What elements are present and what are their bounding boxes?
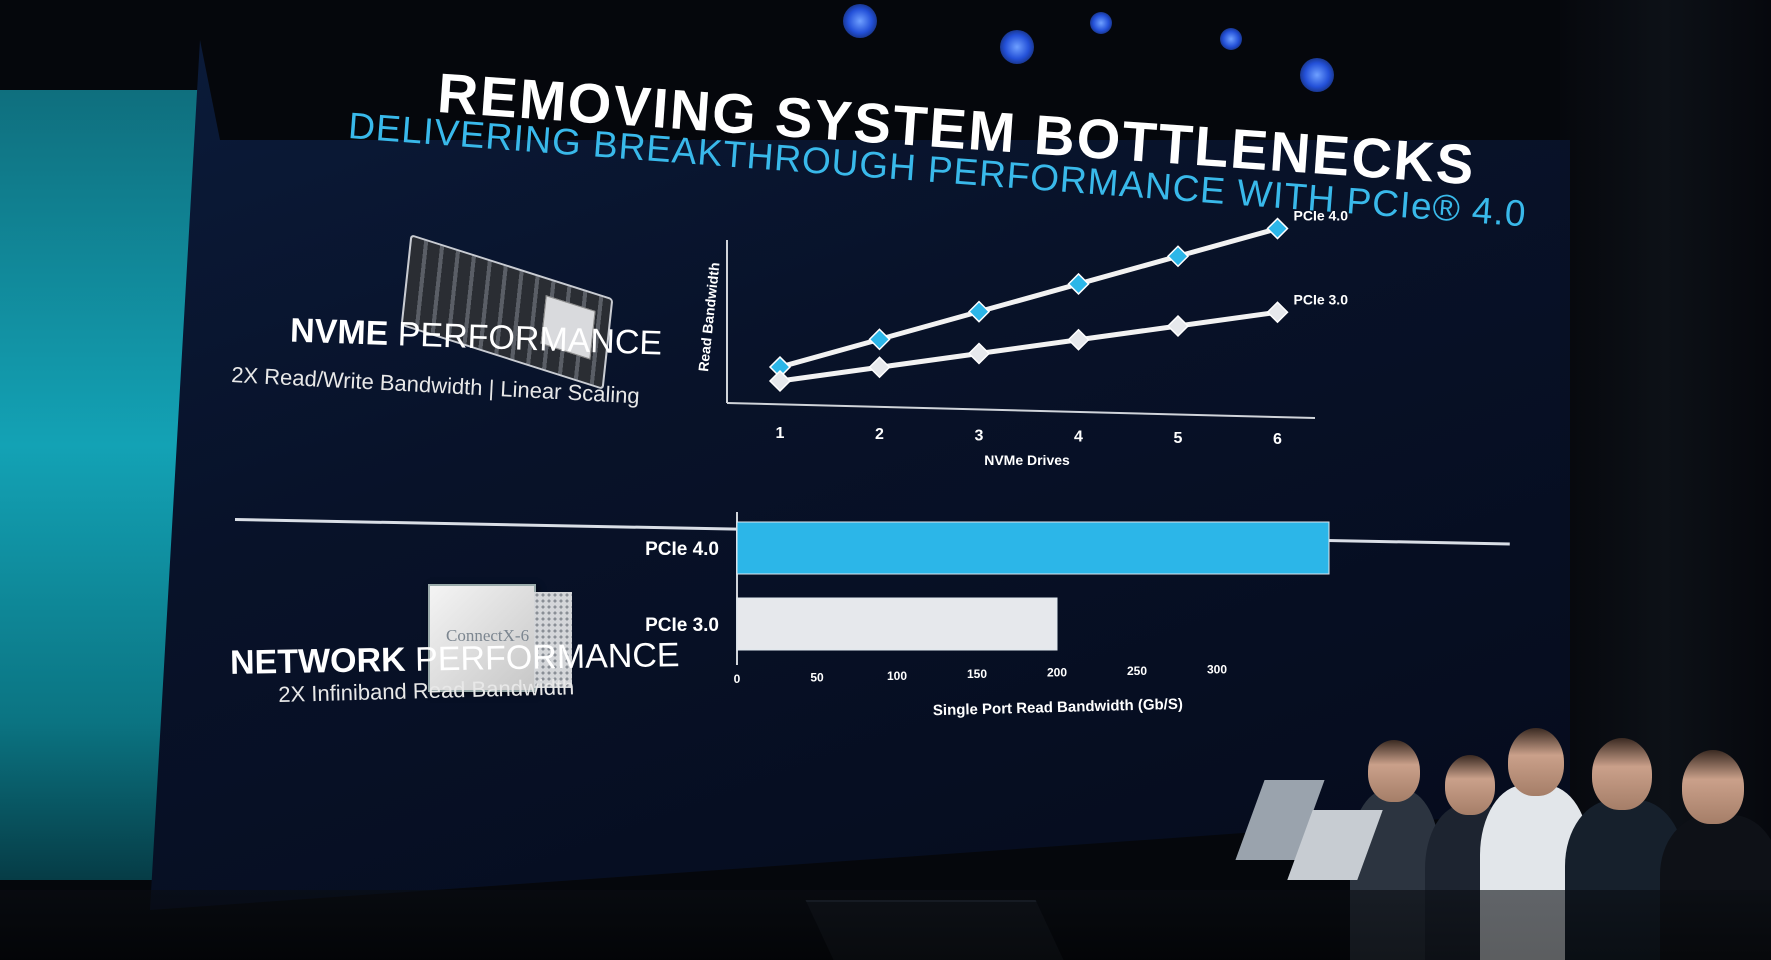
stage-light-icon <box>1090 12 1112 34</box>
stage-light-icon <box>843 4 877 38</box>
bar-chart-bars: PCIe 4.0 PCIe 3.0 <box>645 521 1330 651</box>
bar-x-tick-label: 0 <box>734 672 741 686</box>
data-point-marker <box>1266 217 1289 240</box>
bar-x-tick-label: 250 <box>1127 664 1147 678</box>
line-chart-series: PCIe 4.0 PCIe 3.0 <box>768 208 1349 393</box>
chip-pin-grid <box>534 592 572 688</box>
bar-category-label: PCIe 4.0 <box>645 539 719 560</box>
person-head <box>1368 740 1420 802</box>
x-tick-label: 4 <box>1074 429 1083 446</box>
bar-pcie3 <box>736 597 1058 651</box>
x-axis-line <box>726 402 1316 419</box>
bar-x-tick-label: 150 <box>967 667 987 681</box>
data-point-marker <box>967 342 991 365</box>
series-label: PCIe 4.0 <box>1294 208 1349 224</box>
data-point-marker <box>1067 328 1090 351</box>
person-head <box>1508 728 1564 796</box>
series-label: PCIe 3.0 <box>1294 291 1349 307</box>
data-point-marker <box>1166 245 1190 268</box>
stage-light-icon <box>1300 58 1334 92</box>
chip-label: ConnectX-6 <box>446 626 530 645</box>
series-line-pcie4 <box>779 226 1279 370</box>
person-head <box>1592 738 1652 810</box>
x-tick-label: 1 <box>776 425 785 442</box>
x-axis-label: NVMe Drives <box>984 452 1070 468</box>
x-tick-label: 2 <box>875 426 884 443</box>
data-point-marker <box>868 356 891 379</box>
x-tick-label: 5 <box>1174 430 1183 447</box>
data-point-marker <box>1266 301 1289 324</box>
bar-x-axis-label: Single Port Read Bandwidth (Gb/S) <box>933 696 1183 720</box>
stage-light-icon <box>1000 30 1034 64</box>
person-head <box>1445 755 1495 815</box>
x-tick-label: 3 <box>975 427 984 444</box>
x-tick-label: 6 <box>1273 431 1282 448</box>
projection-screen <box>150 40 1570 910</box>
bar-x-tick-label: 100 <box>887 669 907 683</box>
bar-pcie4 <box>736 521 1330 575</box>
data-point-marker <box>967 300 991 323</box>
connectx-chip-image: ConnectX-6 <box>428 584 536 692</box>
bar-x-tick-label: 300 <box>1207 662 1227 676</box>
bar-x-tick-label: 50 <box>810 670 824 684</box>
line-chart-ticks: 1 2 3 4 5 6 <box>776 425 1283 448</box>
data-point-marker <box>868 328 891 351</box>
stage-floor <box>0 890 1771 960</box>
data-point-marker <box>768 369 792 393</box>
stage-light-icon <box>1220 28 1242 50</box>
bar-category-label: PCIe 3.0 <box>645 615 719 636</box>
person-head <box>1682 750 1744 824</box>
bar-chart-ticks: 0 50 100 150 200 250 300 <box>734 662 1228 686</box>
series-line-pcie3 <box>779 309 1278 384</box>
data-point-marker <box>1166 314 1190 338</box>
data-point-marker <box>1067 272 1090 296</box>
bar-x-tick-label: 200 <box>1047 666 1067 680</box>
